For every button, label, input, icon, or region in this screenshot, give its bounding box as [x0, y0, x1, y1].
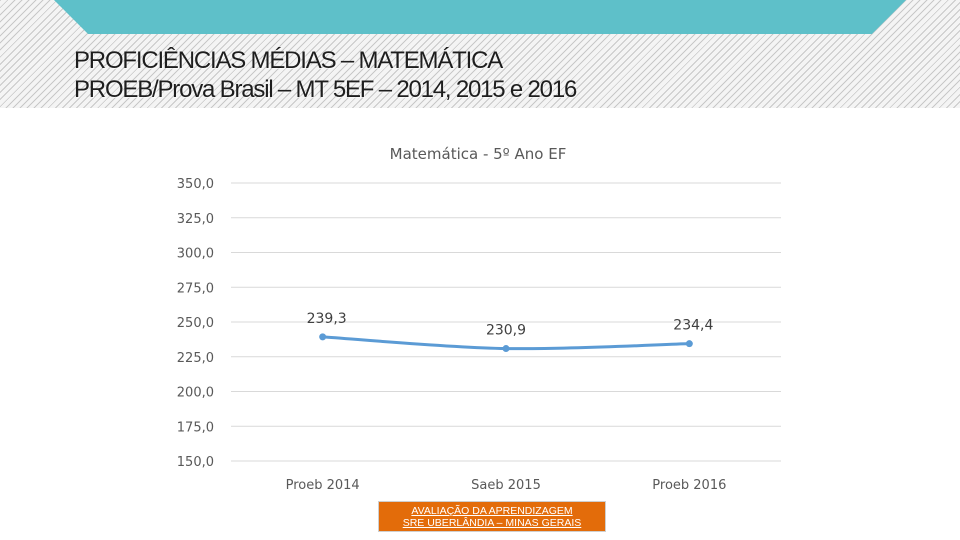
- y-tick-label: 225,0: [177, 351, 214, 366]
- y-tick-label: 250,0: [177, 316, 214, 331]
- data-point: [685, 340, 693, 348]
- data-point: [319, 333, 327, 341]
- x-tick-label: Proeb 2016: [652, 478, 726, 493]
- footer-line-2: SRE UBERLÂNDIA – MINAS GERAIS: [402, 516, 582, 529]
- y-tick-label: 325,0: [177, 212, 214, 227]
- y-tick-label: 150,0: [177, 455, 214, 470]
- chart-title: Matemática - 5º Ano EF: [390, 145, 567, 163]
- data-point: [502, 345, 510, 353]
- x-axis-ticks: Proeb 2014 Saeb 2015 Proeb 2016: [286, 478, 727, 493]
- y-tick-label: 275,0: [177, 281, 214, 296]
- y-tick-label: 350,0: [177, 177, 214, 192]
- data-label: 230,9: [486, 323, 526, 339]
- x-tick-label: Proeb 2014: [286, 478, 360, 493]
- page-subtitle: PROEB/Prova Brasil – MT 5EF – 2014, 2015…: [74, 76, 577, 103]
- footer-badge: AVALIAÇÃO DA APRENDIZAGEM SRE UBERLÂNDIA…: [378, 501, 606, 532]
- y-tick-label: 175,0: [177, 420, 214, 435]
- page-title: PROFICIÊNCIAS MÉDIAS – MATEMÁTICA: [74, 47, 503, 74]
- footer-line-1: AVALIAÇÃO DA APRENDIZAGEM: [411, 504, 573, 517]
- data-label: 239,3: [307, 311, 347, 327]
- y-tick-label: 300,0: [177, 247, 214, 262]
- header-accent-band: [54, 0, 906, 34]
- x-tick-label: Saeb 2015: [471, 478, 541, 493]
- y-axis-ticks: 350,0 325,0 300,0 275,0 250,0 225,0 200,0 175,0…: [177, 177, 214, 470]
- chart-series: 239,3 230,9 234,4: [307, 311, 713, 353]
- data-label: 234,4: [673, 318, 713, 334]
- chart-gridlines: [231, 182, 781, 462]
- y-tick-label: 200,0: [177, 386, 214, 401]
